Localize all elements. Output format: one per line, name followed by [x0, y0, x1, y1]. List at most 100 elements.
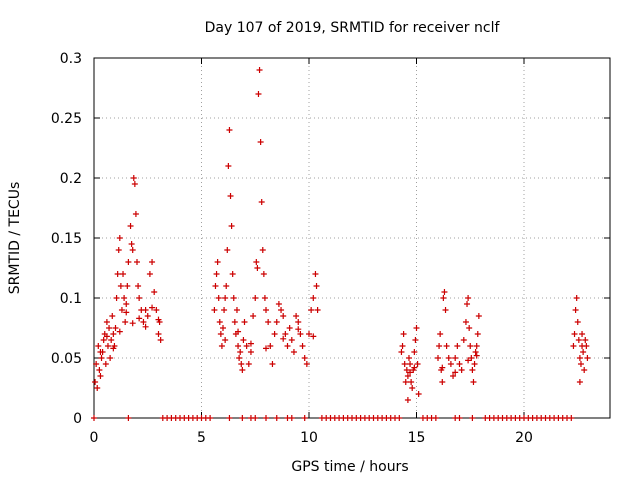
data-point: [212, 283, 219, 289]
data-point: [280, 313, 287, 319]
data-point: [437, 331, 444, 337]
data-point: [118, 307, 125, 313]
data-point: [293, 313, 300, 319]
y-axis-label: SRMTID / TECUs: [7, 182, 23, 295]
data-point: [275, 301, 282, 307]
data-point: [286, 325, 293, 331]
data-point: [129, 320, 136, 327]
data-point: [121, 295, 128, 301]
data-point: [254, 265, 261, 271]
data-point: [280, 335, 287, 342]
data-point: [399, 343, 406, 349]
data-point: [443, 343, 450, 349]
data-point: [93, 361, 100, 367]
data-point: [97, 349, 104, 355]
data-point: [92, 379, 99, 385]
data-point: [310, 295, 317, 301]
data-point: [214, 259, 221, 265]
data-point: [109, 313, 116, 319]
data-point: [404, 397, 411, 403]
data-point: [230, 295, 237, 301]
data-point: [405, 355, 412, 361]
data-point: [224, 247, 231, 253]
data-point: [571, 331, 578, 337]
data-point: [103, 319, 110, 325]
data-point: [238, 361, 245, 367]
data-point: [253, 259, 260, 265]
data-point: [456, 415, 463, 421]
data-point: [218, 343, 225, 349]
data-point: [100, 337, 107, 343]
data-point: [247, 349, 254, 355]
data-point: [415, 391, 422, 397]
data-point: [432, 415, 439, 421]
data-point: [439, 364, 446, 371]
data-point: [216, 319, 223, 325]
data-point: [255, 91, 262, 97]
data-point: [398, 349, 405, 355]
data-point: [440, 295, 447, 301]
data-point: [91, 415, 97, 421]
data-point: [284, 343, 291, 349]
data-point: [303, 361, 310, 367]
data-point: [288, 337, 295, 343]
data-point: [222, 295, 229, 301]
x-tick-label: 20: [515, 430, 533, 446]
data-point: [114, 271, 121, 277]
data-point: [445, 355, 452, 361]
data-point: [471, 361, 478, 367]
data-point: [402, 379, 409, 385]
data-point: [403, 367, 410, 373]
data-point: [136, 315, 143, 322]
data-point: [452, 355, 459, 361]
data-point: [308, 307, 315, 313]
data-point: [441, 289, 448, 295]
data-point: [117, 283, 124, 289]
data-point: [464, 301, 471, 307]
data-point: [132, 211, 139, 217]
data-point: [288, 415, 295, 421]
data-point: [130, 175, 137, 181]
data-point: [584, 355, 591, 361]
y-tick-label: 0.05: [51, 351, 82, 367]
data-point: [247, 340, 254, 347]
x-tick-label: 15: [408, 430, 426, 446]
y-tick-label: 0.25: [51, 111, 82, 127]
data-point: [265, 319, 272, 325]
data-point: [223, 283, 230, 289]
data-point: [396, 415, 403, 421]
data-point: [442, 307, 449, 313]
data-point: [124, 283, 131, 289]
data-point: [122, 319, 129, 325]
data-point: [245, 361, 252, 367]
data-point: [222, 337, 229, 343]
data-point: [108, 337, 115, 343]
y-tick-label: 0.1: [60, 291, 82, 307]
data-point: [458, 367, 465, 373]
data-point: [134, 259, 140, 265]
data-point: [228, 223, 235, 229]
data-point: [123, 301, 130, 307]
data-point: [129, 247, 136, 253]
data-point: [110, 345, 117, 352]
data-point: [259, 247, 266, 253]
data-point: [466, 325, 473, 331]
data-point: [575, 337, 582, 343]
grid-layer: [94, 58, 610, 418]
data-point: [439, 379, 446, 385]
data-point: [135, 283, 142, 289]
data-point: [472, 349, 479, 355]
data-point: [470, 379, 477, 385]
data-point: [299, 343, 306, 349]
data-point: [278, 307, 285, 313]
data-point: [256, 67, 263, 73]
data-point: [408, 379, 415, 385]
data-point: [110, 331, 117, 337]
data-point: [115, 247, 122, 253]
data-point: [120, 271, 127, 277]
data-point: [207, 415, 214, 421]
data-point: [271, 331, 278, 337]
data-point: [94, 385, 101, 391]
data-point: [235, 343, 242, 349]
data-point: [127, 223, 134, 229]
